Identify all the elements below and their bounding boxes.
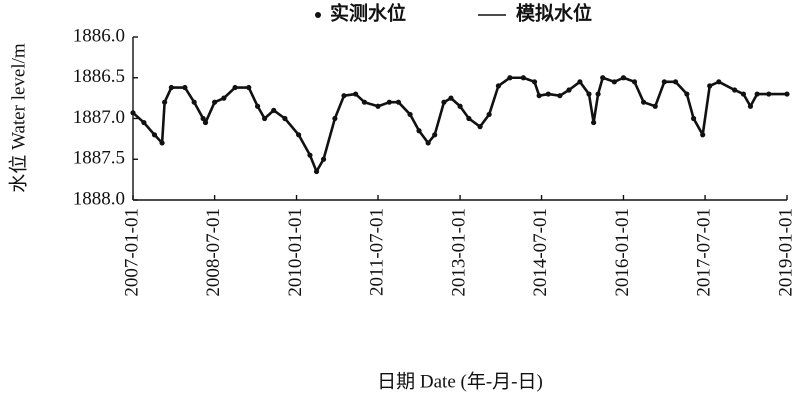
y-tick-label: 1886.0 [73,25,125,46]
x-axis-label: 日期 Date (年-月-日) [377,370,543,392]
x-tick-label: 2010-01-01 [285,208,306,297]
x-tick-label: 2008-07-01 [203,208,224,297]
legend-label: 实测水位 [330,1,406,24]
y-axis-label: 水位 Water level/m [7,43,29,193]
x-tick-label: 2019-01-01 [775,208,796,297]
y-tick-label: 1888.0 [73,188,125,209]
series-line [132,76,787,173]
x-tick-label: 2017-07-01 [693,208,714,297]
legend-dot [315,12,321,18]
x-tick-label: 2014-07-01 [530,208,551,297]
x-tick-label: 2011-07-01 [366,208,387,296]
y-tick-label: 1886.5 [73,66,125,87]
x-tick-label: 2016-01-01 [612,208,633,297]
x-tick-label: 2007-01-01 [121,208,142,297]
x-tick-label: 2013-01-01 [448,208,469,297]
y-tick-label: 1887.0 [73,107,125,128]
y-tick-label: 1887.5 [73,148,125,169]
legend-label: 模拟水位 [516,1,592,24]
